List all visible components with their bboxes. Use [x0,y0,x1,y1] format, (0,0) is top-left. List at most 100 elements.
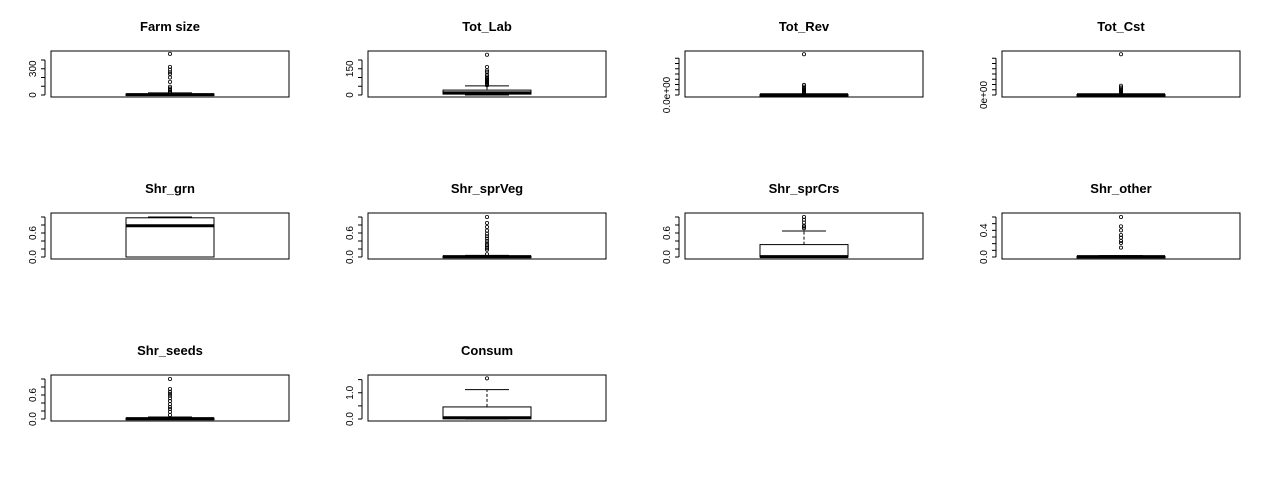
y-tick-label: 0.0 [28,412,39,426]
outlier-point [167,72,172,77]
y-tick-label: 0.6 [662,226,673,240]
panel-9: Shr_seeds 0.0 0.6 [28,343,290,426]
outlier-point [167,75,172,80]
outlier-point [484,228,489,233]
outlier-point [802,52,807,57]
outlier-point [484,214,489,219]
y-tick-label: 0.0 [345,412,356,426]
panel-6: Shr_sprVeg 0.0 0.6 [345,181,607,264]
outlier-point [167,398,172,403]
outlier-point [167,404,172,409]
outlier-point [167,409,172,414]
outlier-point [484,234,489,239]
panel-4: Tot_Cst 0e+00 [979,19,1241,110]
outlier-point [167,376,172,381]
panel-title: Tot_Rev [779,19,830,34]
outlier-point [1119,232,1124,237]
y-tick-label: 300 [28,60,39,77]
outlier-point [1119,87,1124,92]
plot-frame [1001,50,1241,98]
y-tick-label: 1.0 [345,385,356,399]
outlier-point [167,51,172,56]
panel-title: Tot_Cst [1097,19,1145,34]
panel-title: Tot_Lab [462,19,512,34]
outlier-point [167,67,172,72]
panel-title: Shr_seeds [137,343,203,358]
outlier-point [167,393,172,398]
plot-frame [50,212,290,260]
outlier-point [1119,224,1124,229]
outlier-point [1119,89,1124,94]
outlier-point [484,65,489,70]
outlier-point [802,220,807,225]
outlier-point [1119,245,1124,250]
y-tick-label: 0e+00 [979,81,990,110]
outlier-point [1119,214,1124,219]
panel-2: Tot_Lab 0 150 [345,19,607,98]
outlier-point [484,70,489,75]
panel-title: Shr_other [1090,181,1151,196]
panel-8: Shr_other 0.0 0.4 [979,181,1241,264]
y-tick-label: 0.0 [345,250,356,264]
plot-frame [367,50,607,98]
panel-title: Shr_sprCrs [769,181,840,196]
outlier-point [484,236,489,241]
outlier-point [484,52,489,57]
panel-1: Farm size 0 300 [28,19,290,98]
plot-frame [367,374,607,422]
outlier-point [1119,85,1124,90]
y-tick-label: 0.6 [28,388,39,402]
panel-7: Shr_sprCrs 0.0 0.6 [662,181,924,264]
y-tick-label: 0 [28,92,39,98]
panel-3: Tot_Rev 0.0e+00 [662,19,924,113]
outlier-point [167,84,172,89]
panel-10: Consum 0.0 1.0 [345,343,607,426]
outlier-point [1119,235,1124,240]
y-tick-label: 0.6 [345,226,356,240]
outlier-point [167,386,172,391]
plot-frame [684,212,924,260]
panel-5: Shr_grn 0.0 0.6 [28,181,290,264]
outlier-point [484,376,489,381]
outlier-point [802,82,807,87]
outlier-point [167,396,172,401]
outlier-point [167,389,172,394]
iqr-box [125,217,215,258]
outlier-point [484,242,489,247]
y-tick-label: 0.6 [28,226,39,240]
y-tick-label: 0.0 [662,250,673,264]
outlier-point [484,241,489,246]
outlier-point [167,70,172,75]
panel-title: Farm size [140,19,200,34]
y-tick-label: 0.0 [979,250,990,264]
outlier-point [802,214,807,219]
plot-frame [1001,212,1241,260]
outlier-point [484,224,489,229]
outlier-point [1119,240,1124,245]
outlier-point [1119,228,1124,233]
outlier-point [1119,83,1124,88]
y-tick-label: 0.0e+00 [662,76,673,113]
outlier-point [167,412,172,417]
plot-frame [50,374,290,422]
outlier-point [484,220,489,225]
outlier-point [802,84,807,89]
plot-frame [367,212,607,260]
outlier-point [167,79,172,84]
outlier-point [484,72,489,77]
outlier-point [802,217,807,222]
plot-frame [684,50,924,98]
outlier-point [167,406,172,411]
y-tick-label: 0.0 [28,250,39,264]
panel-title: Consum [461,343,513,358]
panel-title: Shr_sprVeg [451,181,523,196]
outlier-point [167,86,172,91]
y-tick-label: 150 [345,60,356,77]
outlier-point [167,65,172,70]
y-tick-label: 0 [345,92,356,98]
panel-title: Shr_grn [145,181,195,196]
outlier-point [484,252,489,257]
plot-frame [50,50,290,98]
outlier-point [484,238,489,243]
y-tick-label: 0.4 [979,223,990,237]
